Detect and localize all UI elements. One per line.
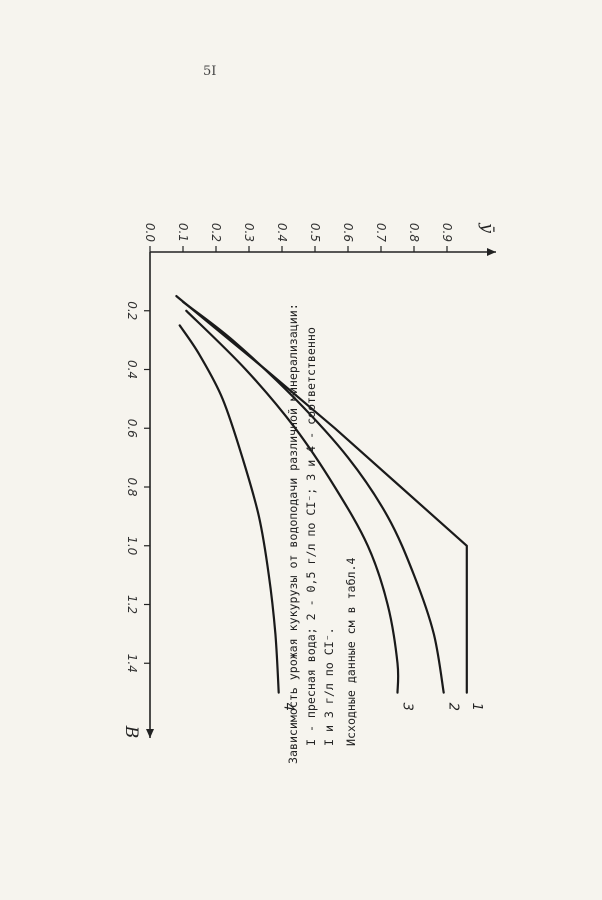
y-axis-label: ȳ bbox=[477, 222, 497, 233]
caption: Зависимость урожая кукурузы от водоподач… bbox=[286, 303, 358, 764]
series-line-1 bbox=[175, 295, 468, 694]
x-tick-label: 0.6 bbox=[125, 419, 139, 438]
y-tick-label: 0.4 bbox=[275, 223, 289, 242]
x-tick-label: 0.8 bbox=[125, 477, 139, 496]
y-tick-label: 0.2 bbox=[209, 223, 223, 242]
series-line-2 bbox=[181, 300, 445, 694]
x-axis-arrow bbox=[146, 729, 154, 738]
x-tick-label: 1.2 bbox=[125, 595, 139, 614]
plot-area: 0.2 0.4 0.6 0.8 1.0 1.2 1.4 0.0 0.1 0.2 0.3 0.4 0.5 0… bbox=[121, 222, 497, 738]
x-tick-label: 0.2 bbox=[125, 301, 139, 320]
series-label-2: 2 bbox=[446, 703, 461, 711]
page-number: 5I bbox=[203, 64, 217, 79]
caption-line-2: I - пресная вода; 2 - 0,5 г/л по CI⁻; 3 … bbox=[304, 327, 318, 746]
series-line-3 bbox=[185, 309, 400, 694]
y-tick-label: 0.1 bbox=[176, 223, 190, 242]
x-tick-label: 1.4 bbox=[125, 654, 139, 673]
series-label-1: 1 bbox=[469, 703, 484, 711]
series-label-3: 3 bbox=[400, 703, 415, 711]
y-axis-arrow bbox=[487, 248, 496, 256]
y-tick-label: 0.8 bbox=[407, 223, 421, 242]
y-tick-label: 0.3 bbox=[242, 223, 256, 242]
series-line-4 bbox=[178, 324, 280, 694]
x-tick-label: 1.0 bbox=[125, 536, 139, 555]
y-tick-label: 0.6 bbox=[341, 223, 355, 242]
x-axis-label: B bbox=[121, 725, 141, 739]
y-tick-label: 0.5 bbox=[308, 223, 322, 242]
y-tick-label: 0.7 bbox=[374, 223, 388, 242]
series-label-4: 4 bbox=[281, 703, 296, 711]
y-tick-label: 0.9 bbox=[440, 223, 454, 242]
y-tick-label: 0.0 bbox=[143, 223, 157, 242]
caption-line-4: Исходные данные см в табл.4 bbox=[344, 558, 358, 746]
caption-line-1: Зависимость урожая кукурузы от водоподач… bbox=[286, 303, 300, 764]
caption-line-3: I и 3 г/л по CI⁻. bbox=[322, 627, 336, 746]
x-tick-label: 0.4 bbox=[125, 360, 139, 379]
